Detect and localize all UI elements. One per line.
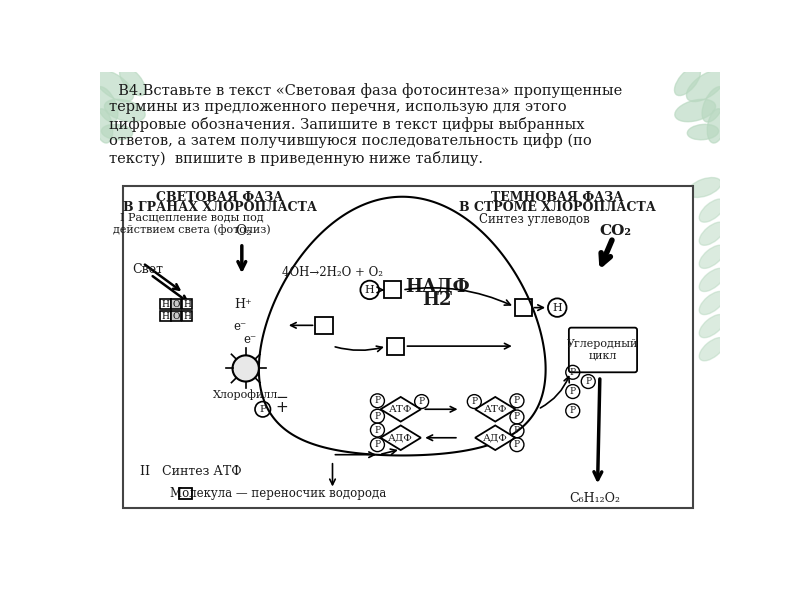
Text: H: H — [183, 312, 191, 321]
Text: Свет: Свет — [133, 263, 163, 276]
Text: В4.Вставьте в текст «Световая фаза фотосинтеза» пропущенные: В4.Вставьте в текст «Световая фаза фотос… — [110, 83, 622, 98]
Text: CO₂: CO₂ — [599, 224, 631, 238]
Text: Хлорофилл: Хлорофилл — [213, 389, 278, 400]
Text: −: − — [275, 389, 288, 404]
Ellipse shape — [687, 124, 718, 140]
Text: P: P — [570, 368, 576, 377]
Text: P: P — [374, 440, 381, 449]
Text: C₆H₁₂O₂: C₆H₁₂O₂ — [569, 491, 620, 505]
Text: P: P — [374, 396, 381, 405]
Bar — [179, 488, 192, 499]
Text: Синтез углеводов: Синтез углеводов — [478, 213, 590, 226]
Text: АДФ: АДФ — [483, 433, 508, 442]
Bar — [123, 186, 693, 508]
Text: P: P — [514, 440, 520, 449]
Ellipse shape — [119, 67, 146, 95]
Ellipse shape — [699, 268, 726, 292]
Ellipse shape — [699, 222, 726, 245]
Text: H: H — [183, 299, 191, 308]
Ellipse shape — [675, 100, 715, 122]
Text: Н2: Н2 — [422, 292, 452, 310]
Text: ТЕМНОВАЯ ФАЗА: ТЕМНОВАЯ ФАЗА — [491, 191, 623, 205]
Text: H: H — [162, 299, 170, 308]
Bar — [161, 311, 170, 322]
Ellipse shape — [95, 109, 113, 143]
Polygon shape — [381, 397, 421, 422]
Text: P: P — [514, 396, 520, 405]
Text: СВЕТОВАЯ ФАЗА: СВЕТОВАЯ ФАЗА — [157, 191, 284, 205]
Text: тексту)  впишите в приведенную ниже таблицу.: тексту) впишите в приведенную ниже табли… — [110, 151, 483, 166]
Text: Молекула — переносчик водорода: Молекула — переносчик водорода — [170, 487, 386, 500]
Text: e⁻: e⁻ — [234, 320, 246, 333]
Bar — [514, 299, 532, 316]
Ellipse shape — [699, 338, 726, 361]
Ellipse shape — [94, 86, 118, 122]
Text: O: O — [173, 299, 180, 308]
Text: O₂: O₂ — [235, 224, 252, 238]
Ellipse shape — [702, 86, 726, 122]
Ellipse shape — [699, 245, 726, 268]
Text: H: H — [552, 302, 562, 313]
Ellipse shape — [699, 199, 726, 222]
Text: В СТРОМЕ ХЛОРОПЛАСТА: В СТРОМЕ ХЛОРОПЛАСТА — [459, 202, 656, 214]
Text: ответов, а затем получившуюся последовательность цифр (по: ответов, а затем получившуюся последоват… — [110, 134, 592, 148]
Ellipse shape — [94, 70, 134, 101]
Text: H: H — [365, 285, 374, 295]
Polygon shape — [475, 425, 515, 450]
Text: H⁺: H⁺ — [234, 298, 252, 311]
Text: P: P — [418, 397, 425, 406]
Text: НАДФ: НАДФ — [405, 278, 470, 296]
Ellipse shape — [686, 70, 726, 101]
Text: II   Синтез АТФ: II Синтез АТФ — [140, 464, 242, 478]
Ellipse shape — [699, 292, 726, 314]
Circle shape — [233, 355, 259, 382]
Text: 4OH→2H₂O + O₂: 4OH→2H₂O + O₂ — [282, 266, 383, 279]
Text: термины из предложенного перечня, использую для этого: термины из предложенного перечня, исполь… — [110, 100, 567, 114]
Text: P: P — [585, 377, 591, 386]
Text: P: P — [374, 412, 381, 421]
Text: P: P — [471, 397, 478, 406]
Text: В ГРАНАХ ХЛОРОПЛАСТА: В ГРАНАХ ХЛОРОПЛАСТА — [123, 202, 317, 214]
Ellipse shape — [707, 109, 725, 143]
Text: P: P — [514, 412, 520, 421]
Ellipse shape — [674, 67, 701, 95]
Bar — [385, 281, 402, 298]
Text: P: P — [259, 405, 266, 414]
Text: Углеродный
цикл: Углеродный цикл — [567, 339, 638, 361]
Bar — [171, 299, 182, 309]
FancyBboxPatch shape — [569, 328, 637, 372]
Bar — [182, 299, 192, 309]
Text: H: H — [162, 312, 170, 321]
Bar — [161, 299, 170, 309]
Text: O: O — [173, 312, 180, 321]
Ellipse shape — [699, 314, 726, 338]
Bar — [182, 311, 192, 322]
Bar — [315, 317, 333, 334]
Text: P: P — [514, 427, 520, 436]
Text: АТФ: АТФ — [483, 405, 507, 414]
Bar — [386, 338, 404, 355]
Text: АДФ: АДФ — [388, 433, 413, 442]
Text: АТФ: АТФ — [389, 405, 413, 414]
Text: P: P — [374, 425, 381, 434]
Ellipse shape — [688, 178, 721, 197]
Ellipse shape — [102, 124, 133, 140]
Text: I Расщепление воды под
действием света (фотолиз): I Расщепление воды под действием света (… — [113, 213, 270, 235]
Text: цифровые обозначения. Запишите в текст цифры выбранных: цифровые обозначения. Запишите в текст ц… — [110, 116, 585, 131]
Text: P: P — [570, 406, 576, 415]
Polygon shape — [381, 425, 421, 450]
Ellipse shape — [105, 100, 145, 122]
Polygon shape — [475, 397, 515, 422]
Text: e⁻: e⁻ — [243, 333, 257, 346]
Text: P: P — [570, 387, 576, 396]
Text: +: + — [275, 400, 288, 415]
Bar — [171, 311, 182, 322]
